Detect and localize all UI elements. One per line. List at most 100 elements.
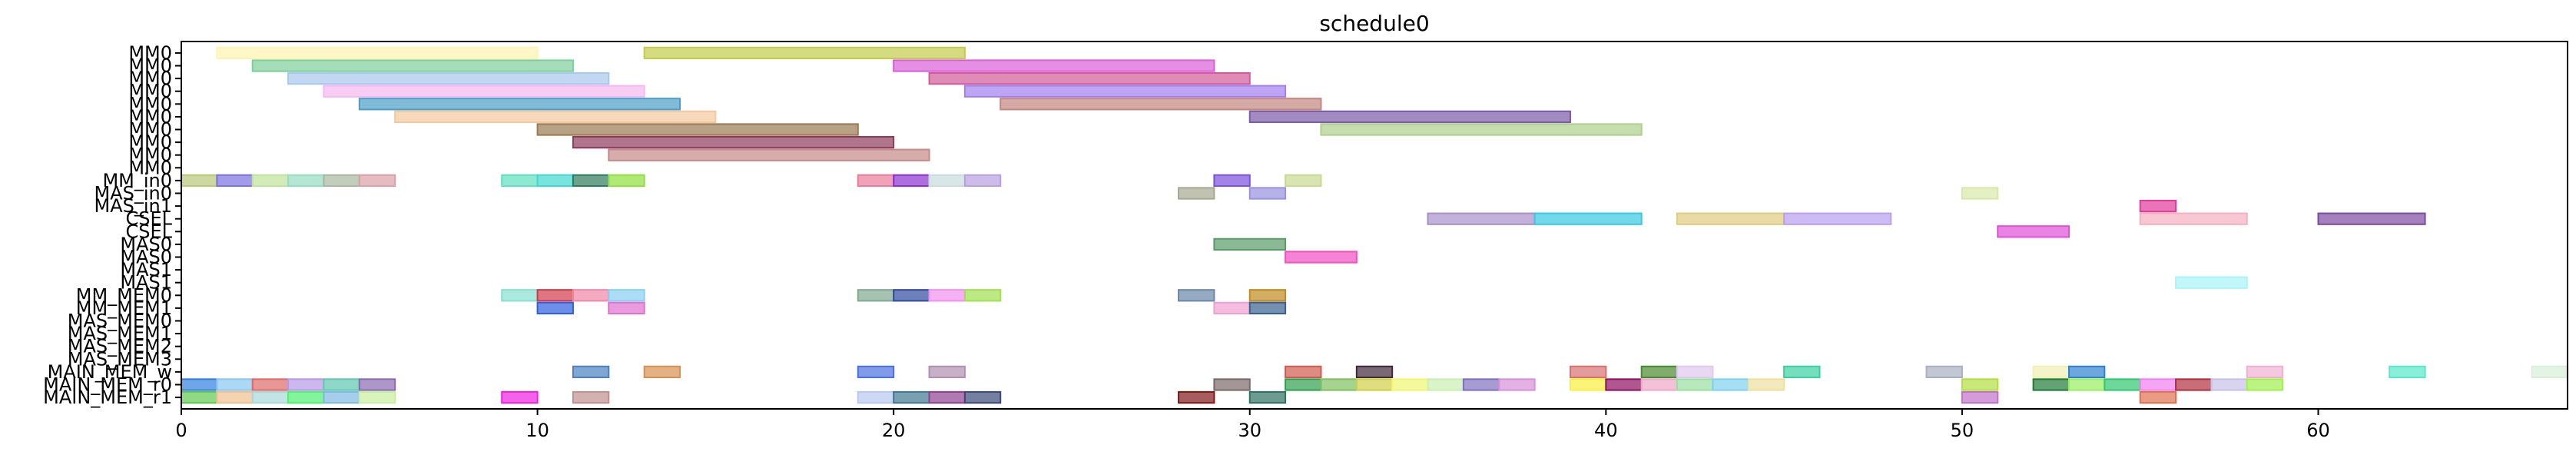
task-bar-83 [1285, 378, 1322, 391]
task-bar-61 [643, 365, 681, 379]
task-bar-114 [928, 390, 966, 404]
task-bar-118 [1961, 390, 1999, 404]
task-bar-2 [251, 59, 574, 72]
task-bar-13 [1320, 123, 1643, 136]
x-tick-label-1: 10 [525, 420, 549, 441]
task-bar-95 [1747, 378, 1785, 391]
task-bar-90 [1569, 378, 1607, 391]
y-tick-label-11: MAS_in0 [94, 183, 172, 204]
y-tick-label-2: MM0 [128, 68, 172, 89]
y-tick-label-9: MM0 [128, 157, 172, 178]
task-bar-59 [1248, 301, 1287, 315]
task-bar-9 [1000, 98, 1322, 111]
task-bar-73 [2246, 365, 2284, 379]
task-bar-51 [893, 289, 930, 302]
task-bar-99 [2104, 378, 2141, 391]
y-tick-label-0: MM0 [128, 42, 172, 64]
task-bar-63 [928, 365, 966, 379]
task-bar-62 [857, 365, 895, 379]
task-bar-77 [216, 378, 254, 391]
task-bar-18 [251, 174, 290, 188]
task-bar-54 [1178, 289, 1215, 302]
y-tick-label-3: MM0 [128, 81, 172, 102]
task-bar-30 [1213, 174, 1251, 188]
y-tick-label-10: MM_in0 [102, 170, 172, 191]
task-bar-72 [2067, 365, 2106, 379]
task-bar-70 [1925, 365, 1963, 379]
task-bar-112 [857, 390, 895, 404]
task-bar-23 [536, 174, 574, 188]
task-bar-64 [1285, 365, 1322, 379]
task-bar-22 [501, 174, 539, 188]
y-tick-label-5: MM0 [128, 106, 172, 128]
task-bar-89 [1498, 378, 1536, 391]
x-axis: 0 10 20 30 40 50 60 [175, 409, 2330, 441]
task-bar-58 [1213, 301, 1251, 315]
y-tick-label-4: MM0 [128, 93, 172, 115]
task-bar-68 [1676, 365, 1714, 379]
task-bar-26 [857, 174, 895, 188]
task-bar-116 [1178, 390, 1215, 404]
task-bar-69 [1783, 365, 1821, 379]
task-bar-35 [2139, 199, 2177, 213]
y-tick-label-12: MAS_in1 [94, 195, 172, 217]
task-bar-50 [857, 289, 895, 302]
task-bar-85 [1355, 378, 1394, 391]
task-bar-98 [2067, 378, 2106, 391]
task-bar-93 [1676, 378, 1714, 391]
y-tick-label-8: MM0 [128, 144, 172, 166]
task-bar-42 [1997, 225, 2070, 238]
task-bar-104 [181, 390, 218, 404]
task-bar-36 [1427, 212, 1536, 225]
task-bar-14 [572, 135, 895, 149]
task-bar-74 [2389, 365, 2426, 379]
y-tick-label-27: MAIN_MEM_r1 [43, 387, 172, 408]
task-bar-49 [608, 289, 645, 302]
task-bar-40 [2139, 212, 2248, 225]
task-bar-56 [536, 301, 574, 315]
chart-title: schedule0 [1319, 11, 1429, 36]
task-bar-101 [2175, 378, 2213, 391]
task-bar-81 [358, 378, 396, 391]
task-bar-97 [2032, 378, 2070, 391]
task-bar-111 [572, 390, 610, 404]
task-bar-107 [287, 390, 325, 404]
x-tick-label-5: 50 [1951, 420, 1974, 441]
y-tick-label-21: MAS_MEM0 [68, 310, 172, 331]
task-bar-65 [1355, 365, 1394, 379]
task-bar-7 [963, 85, 1287, 98]
task-bar-41 [2317, 212, 2426, 225]
x-tick-label-3: 30 [1238, 420, 1261, 441]
y-axis: MM0MM0MM0MM0MM0MM0MM0MM0MM0MM0MM_in0MAS_… [43, 42, 181, 408]
task-bar-117 [1248, 390, 1287, 404]
y-tick-label-25: MAIN_MEM_w [48, 361, 172, 383]
task-bar-10 [394, 110, 717, 124]
y-tick-label-20: MM_MEM1 [76, 297, 172, 319]
task-bar-115 [963, 390, 1002, 404]
task-bar-57 [608, 301, 645, 315]
task-bar-86 [1391, 378, 1429, 391]
task-bar-29 [963, 174, 1002, 188]
task-bar-94 [1712, 378, 1749, 391]
y-tick-label-15: MAS0 [120, 234, 172, 255]
task-bar-60 [572, 365, 610, 379]
task-bar-33 [1248, 187, 1287, 200]
task-bar-24 [572, 174, 610, 188]
task-bar-43 [1213, 237, 1287, 251]
task-bar-17 [216, 174, 254, 188]
x-tick-label-0: 0 [175, 420, 187, 441]
x-tick-label-6: 60 [2306, 420, 2330, 441]
task-bar-25 [608, 174, 645, 188]
y-tick-label-16: MAS0 [120, 246, 172, 267]
task-bar-109 [358, 390, 396, 404]
task-bar-45 [2175, 276, 2248, 289]
y-tick-label-13: CSEL [125, 208, 172, 230]
task-bar-96 [1961, 378, 1999, 391]
task-bar-75 [2531, 365, 2569, 379]
task-bar-84 [1320, 378, 1358, 391]
task-bars [181, 46, 2569, 404]
y-tick-label-18: MAS1 [120, 272, 172, 294]
task-bar-67 [1640, 365, 1679, 379]
task-bar-82 [1213, 378, 1251, 391]
task-bar-27 [893, 174, 930, 188]
